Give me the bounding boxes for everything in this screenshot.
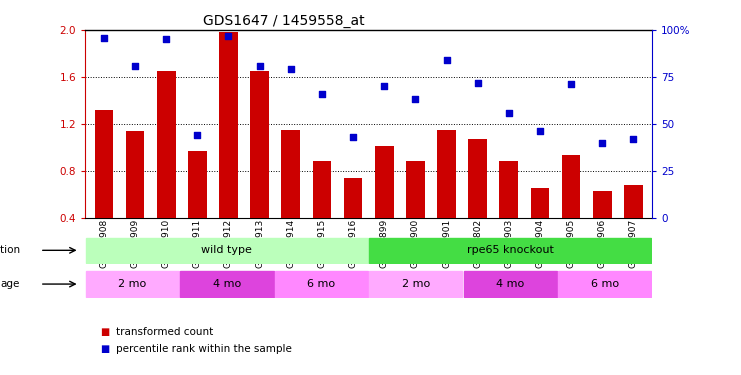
Point bbox=[129, 63, 141, 69]
Bar bbox=[437, 130, 456, 218]
Text: genotype/variation: genotype/variation bbox=[0, 245, 20, 255]
Bar bbox=[86, 272, 179, 297]
Point bbox=[628, 136, 639, 142]
Bar bbox=[219, 32, 238, 218]
Text: ■: ■ bbox=[100, 327, 109, 337]
Bar bbox=[375, 146, 393, 218]
Bar bbox=[464, 272, 557, 297]
Point bbox=[253, 63, 265, 69]
Text: age: age bbox=[1, 279, 20, 289]
Bar bbox=[250, 71, 269, 217]
Bar bbox=[558, 272, 651, 297]
Text: 2 mo: 2 mo bbox=[402, 279, 430, 289]
Bar bbox=[313, 161, 331, 218]
Text: 4 mo: 4 mo bbox=[496, 279, 525, 289]
Point bbox=[503, 110, 515, 116]
Text: ■: ■ bbox=[100, 344, 109, 354]
Point bbox=[472, 80, 484, 86]
Point bbox=[565, 81, 577, 87]
Bar bbox=[406, 161, 425, 218]
Bar bbox=[624, 185, 642, 218]
Point bbox=[316, 91, 328, 97]
Point bbox=[285, 66, 296, 72]
Point bbox=[410, 96, 422, 102]
Text: rpe65 knockout: rpe65 knockout bbox=[467, 245, 554, 255]
Text: 6 mo: 6 mo bbox=[308, 279, 336, 289]
Bar bbox=[499, 161, 518, 218]
Point bbox=[441, 57, 453, 63]
Bar bbox=[188, 151, 207, 217]
Point bbox=[347, 134, 359, 140]
Point bbox=[597, 140, 608, 146]
Text: 6 mo: 6 mo bbox=[591, 279, 619, 289]
Point bbox=[222, 33, 234, 39]
Bar bbox=[180, 272, 273, 297]
Bar bbox=[593, 190, 611, 217]
Bar bbox=[531, 188, 549, 218]
Bar bbox=[369, 238, 651, 263]
Point bbox=[379, 83, 391, 89]
Text: percentile rank within the sample: percentile rank within the sample bbox=[116, 344, 292, 354]
Bar bbox=[95, 110, 113, 218]
Text: transformed count: transformed count bbox=[116, 327, 213, 337]
Bar bbox=[562, 155, 580, 218]
Text: 2 mo: 2 mo bbox=[119, 279, 147, 289]
Bar bbox=[468, 139, 487, 218]
Point bbox=[98, 34, 110, 40]
Bar bbox=[282, 130, 300, 218]
Bar bbox=[157, 71, 176, 217]
Text: 4 mo: 4 mo bbox=[213, 279, 241, 289]
Bar bbox=[126, 131, 144, 218]
Point bbox=[160, 36, 172, 42]
Point bbox=[191, 132, 203, 138]
Bar bbox=[86, 238, 368, 263]
Text: wild type: wild type bbox=[202, 245, 253, 255]
Bar bbox=[275, 272, 368, 297]
Point bbox=[534, 128, 546, 134]
Title: GDS1647 / 1459558_at: GDS1647 / 1459558_at bbox=[203, 13, 365, 28]
Bar bbox=[344, 178, 362, 218]
Bar bbox=[369, 272, 462, 297]
